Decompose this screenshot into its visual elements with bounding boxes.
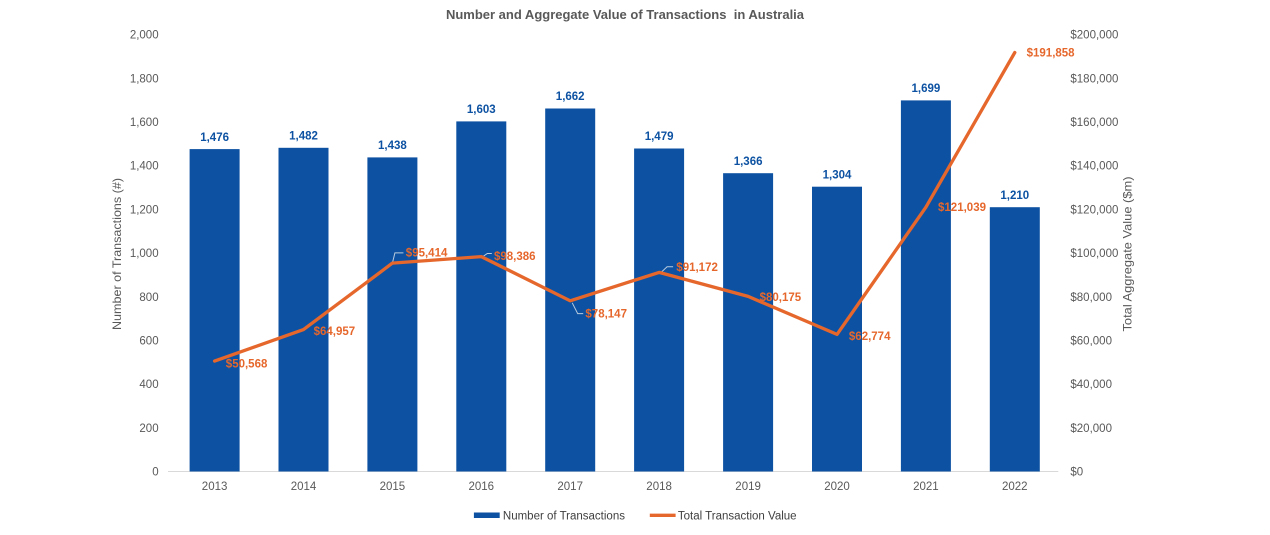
svg-text:1,662: 1,662 [556, 91, 585, 103]
svg-text:600: 600 [139, 336, 158, 348]
svg-text:Total Aggregate Value ($m): Total Aggregate Value ($m) [1121, 177, 1135, 332]
svg-text:2014: 2014 [291, 481, 317, 493]
svg-text:$180,000: $180,000 [1070, 73, 1118, 85]
svg-text:2018: 2018 [646, 481, 672, 493]
svg-text:$50,568: $50,568 [226, 358, 268, 370]
svg-text:Number of Transactions: Number of Transactions [503, 511, 625, 523]
svg-text:Number of Transactions (#): Number of Transactions (#) [110, 178, 124, 330]
svg-text:$80,175: $80,175 [760, 292, 802, 304]
svg-text:$64,957: $64,957 [314, 326, 356, 338]
svg-text:1,210: 1,210 [1000, 190, 1029, 202]
svg-text:$91,172: $91,172 [676, 262, 718, 274]
svg-text:2021: 2021 [913, 481, 939, 493]
svg-text:$20,000: $20,000 [1070, 423, 1112, 435]
svg-text:0: 0 [152, 467, 158, 479]
svg-text:800: 800 [139, 292, 158, 304]
svg-text:$40,000: $40,000 [1070, 379, 1112, 391]
svg-text:Total Transaction Value: Total Transaction Value [678, 511, 797, 523]
svg-text:$191,858: $191,858 [1027, 48, 1076, 60]
svg-text:1,482: 1,482 [289, 131, 318, 143]
svg-text:400: 400 [139, 379, 158, 391]
svg-text:2019: 2019 [735, 481, 761, 493]
svg-text:$80,000: $80,000 [1070, 292, 1112, 304]
svg-text:Number and Aggregate Value of: Number and Aggregate Value of Transactio… [446, 7, 805, 22]
svg-text:$78,147: $78,147 [585, 308, 627, 320]
svg-text:1,000: 1,000 [130, 248, 159, 260]
svg-text:$120,000: $120,000 [1070, 204, 1118, 216]
svg-text:1,699: 1,699 [912, 83, 941, 95]
svg-text:1,200: 1,200 [130, 204, 159, 216]
svg-text:200: 200 [139, 423, 158, 435]
svg-text:$121,039: $121,039 [938, 202, 986, 214]
svg-text:$0: $0 [1070, 467, 1083, 479]
svg-text:$95,414: $95,414 [406, 248, 448, 260]
svg-text:2022: 2022 [1002, 481, 1028, 493]
svg-text:1,479: 1,479 [645, 131, 674, 143]
svg-text:2013: 2013 [202, 481, 228, 493]
svg-text:1,400: 1,400 [130, 161, 159, 173]
svg-text:2016: 2016 [469, 481, 495, 493]
svg-text:2020: 2020 [824, 481, 850, 493]
svg-text:1,304: 1,304 [823, 169, 852, 181]
svg-text:$60,000: $60,000 [1070, 336, 1112, 348]
svg-text:$200,000: $200,000 [1070, 30, 1118, 42]
svg-text:2015: 2015 [380, 481, 406, 493]
svg-text:1,800: 1,800 [130, 73, 159, 85]
svg-text:$98,386: $98,386 [494, 251, 536, 263]
svg-text:1,366: 1,366 [734, 156, 763, 168]
svg-text:$140,000: $140,000 [1070, 161, 1118, 173]
svg-text:2,000: 2,000 [130, 30, 159, 42]
svg-text:1,438: 1,438 [378, 140, 407, 152]
svg-text:1,476: 1,476 [200, 132, 229, 144]
svg-text:$62,774: $62,774 [849, 331, 891, 343]
svg-text:2017: 2017 [557, 481, 583, 493]
svg-text:1,603: 1,603 [467, 104, 496, 116]
svg-text:1,600: 1,600 [130, 117, 159, 129]
svg-text:$160,000: $160,000 [1070, 117, 1118, 129]
svg-text:$100,000: $100,000 [1070, 248, 1118, 260]
